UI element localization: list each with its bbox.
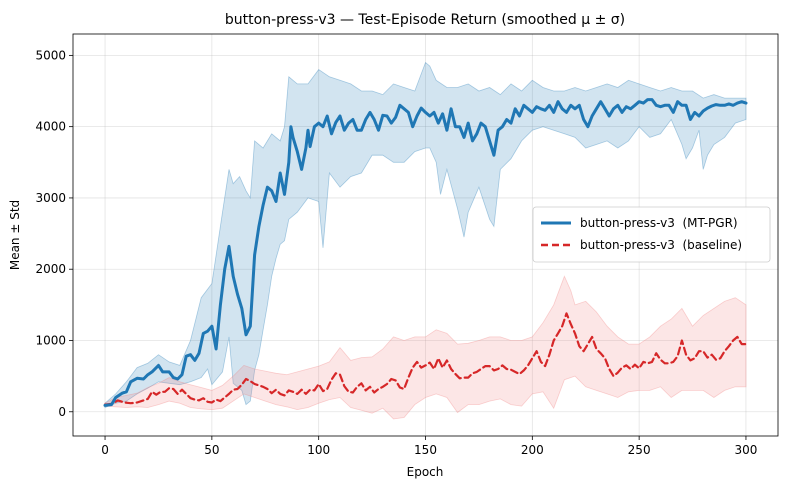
x-tick-label: 300 (735, 443, 758, 457)
x-tick-label: 0 (101, 443, 109, 457)
series-line-mt-pgr (103, 98, 748, 407)
std-band-mt-pgr (104, 61, 747, 409)
x-tick-label: 250 (628, 443, 651, 457)
y-tick-label: 2000 (35, 262, 66, 276)
x-axis: 0 50 100 150 200 250 300 (101, 436, 757, 457)
y-axis: 0 1000 2000 3000 4000 5000 (35, 48, 73, 419)
y-tick-label: 5000 (35, 48, 66, 62)
legend: button-press-v3 (MT-PGR) button-press-v3… (532, 206, 771, 263)
std-bands (104, 61, 747, 420)
x-tick-label: 50 (204, 443, 219, 457)
x-tick-label: 200 (521, 443, 544, 457)
x-axis-label: Epoch (407, 465, 444, 479)
y-tick-label: 4000 (35, 120, 66, 134)
legend-label-mt-pgr: button-press-v3 (MT-PGR) (580, 216, 738, 230)
y-axis-label: Mean ± Std (8, 200, 22, 270)
y-tick-label: 1000 (35, 333, 66, 347)
legend-label-baseline: button-press-v3 (baseline) (580, 238, 742, 252)
x-tick-label: 100 (307, 443, 330, 457)
std-band-baseline (104, 275, 747, 420)
y-tick-label: 3000 (35, 191, 66, 205)
legend-box (532, 206, 771, 263)
y-tick-label: 0 (58, 405, 66, 419)
x-tick-label: 150 (414, 443, 437, 457)
mean-lines (103, 98, 748, 407)
series-line-baseline (103, 312, 748, 406)
chart-title: button-press-v3 — Test-Episode Return (s… (225, 12, 625, 28)
